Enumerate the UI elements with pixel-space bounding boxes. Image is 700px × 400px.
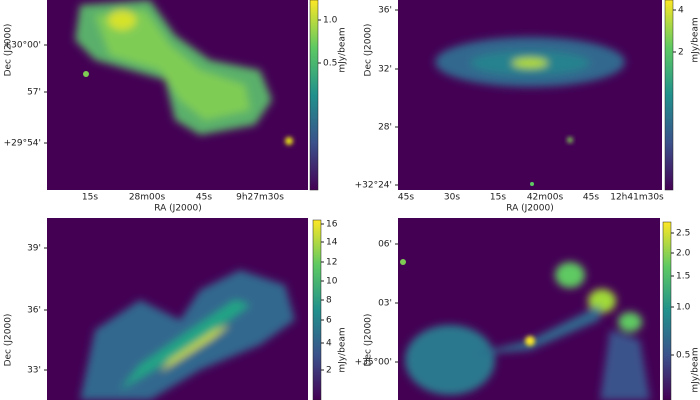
x-tick-label: 12h41m30s: [610, 193, 664, 203]
y-tick-label: +29°54': [4, 139, 41, 149]
x-axis-label: RA (J2000): [154, 204, 202, 214]
x-axis-label: RA (J2000): [506, 204, 554, 214]
radio-image: [398, 0, 662, 190]
colorbar-tick-label: 0.5: [323, 59, 337, 69]
colorbar-tick-label: 1.0: [323, 16, 338, 26]
colorbar: [664, 0, 674, 191]
x-tick-label: 42m00s: [527, 193, 564, 203]
radio-image: [398, 218, 660, 400]
y-axis-label: Dec (J2000): [364, 24, 374, 77]
colorbar-tick-label: 1.5: [676, 272, 690, 282]
y-tick-label: 06': [378, 240, 392, 250]
colorbar-tick-label: 2.0: [676, 249, 691, 259]
y-axis-label: Dec (J2000): [4, 24, 14, 77]
y-tick-label: 33': [27, 366, 41, 376]
colorbar-tick-label: 12: [326, 258, 337, 268]
colorbar-tick-label: 1.0: [676, 303, 691, 313]
y-tick-label: 03': [378, 299, 392, 309]
colorbar-tick-label: 6: [326, 316, 332, 326]
x-tick-label: 28m00s: [129, 193, 166, 203]
y-tick-label: 36': [27, 306, 41, 316]
colorbar-tick-label: 4: [326, 339, 332, 349]
x-tick-label: 30s: [444, 193, 460, 203]
y-tick-label: 36': [378, 6, 392, 16]
y-axis-label: Dec (J2000): [364, 314, 374, 367]
colorbar-tick-label: 4: [678, 6, 684, 16]
colorbar-tick-label: 8: [326, 296, 332, 306]
colorbar-tick-label: 0.5: [676, 351, 690, 361]
radio-image: [47, 218, 308, 400]
x-tick-label: 15s: [490, 193, 506, 203]
y-tick-label: +30°00': [4, 41, 41, 51]
y-axis-label: Dec (J2000): [4, 314, 14, 367]
colorbar-tick-label: 10: [326, 277, 338, 287]
y-tick-label: 32': [378, 65, 392, 75]
colorbar-label: mJy/beam: [338, 327, 348, 372]
y-tick-label: +35°00': [355, 358, 392, 368]
colorbar-tick-label: 16: [326, 220, 338, 230]
radio-image: [47, 0, 308, 190]
y-tick-label: 28': [378, 123, 392, 133]
x-tick-label: 45s: [398, 193, 414, 203]
y-tick-label: 57': [27, 88, 41, 98]
y-tick-label: +32°24': [355, 181, 392, 191]
colorbar-tick-label: 2: [678, 48, 684, 58]
x-tick-label: 9h27m30s: [236, 193, 284, 203]
x-tick-label: 45s: [583, 193, 599, 203]
colorbar-label: mJy/beam: [691, 347, 700, 392]
colorbar-tick-label: 2: [326, 366, 332, 376]
colorbar-tick-label: 14: [326, 238, 338, 248]
colorbar: [662, 221, 672, 400]
y-tick-label: 39': [27, 244, 41, 254]
colorbar: [309, 0, 319, 191]
colorbar-label: mJy/beam: [338, 27, 348, 72]
x-tick-label: 15s: [82, 193, 98, 203]
x-tick-label: 45s: [196, 193, 212, 203]
colorbar-label: mJy/beam: [691, 17, 700, 62]
colorbar-tick-label: 2.5: [676, 229, 690, 239]
colorbar: [312, 219, 322, 400]
